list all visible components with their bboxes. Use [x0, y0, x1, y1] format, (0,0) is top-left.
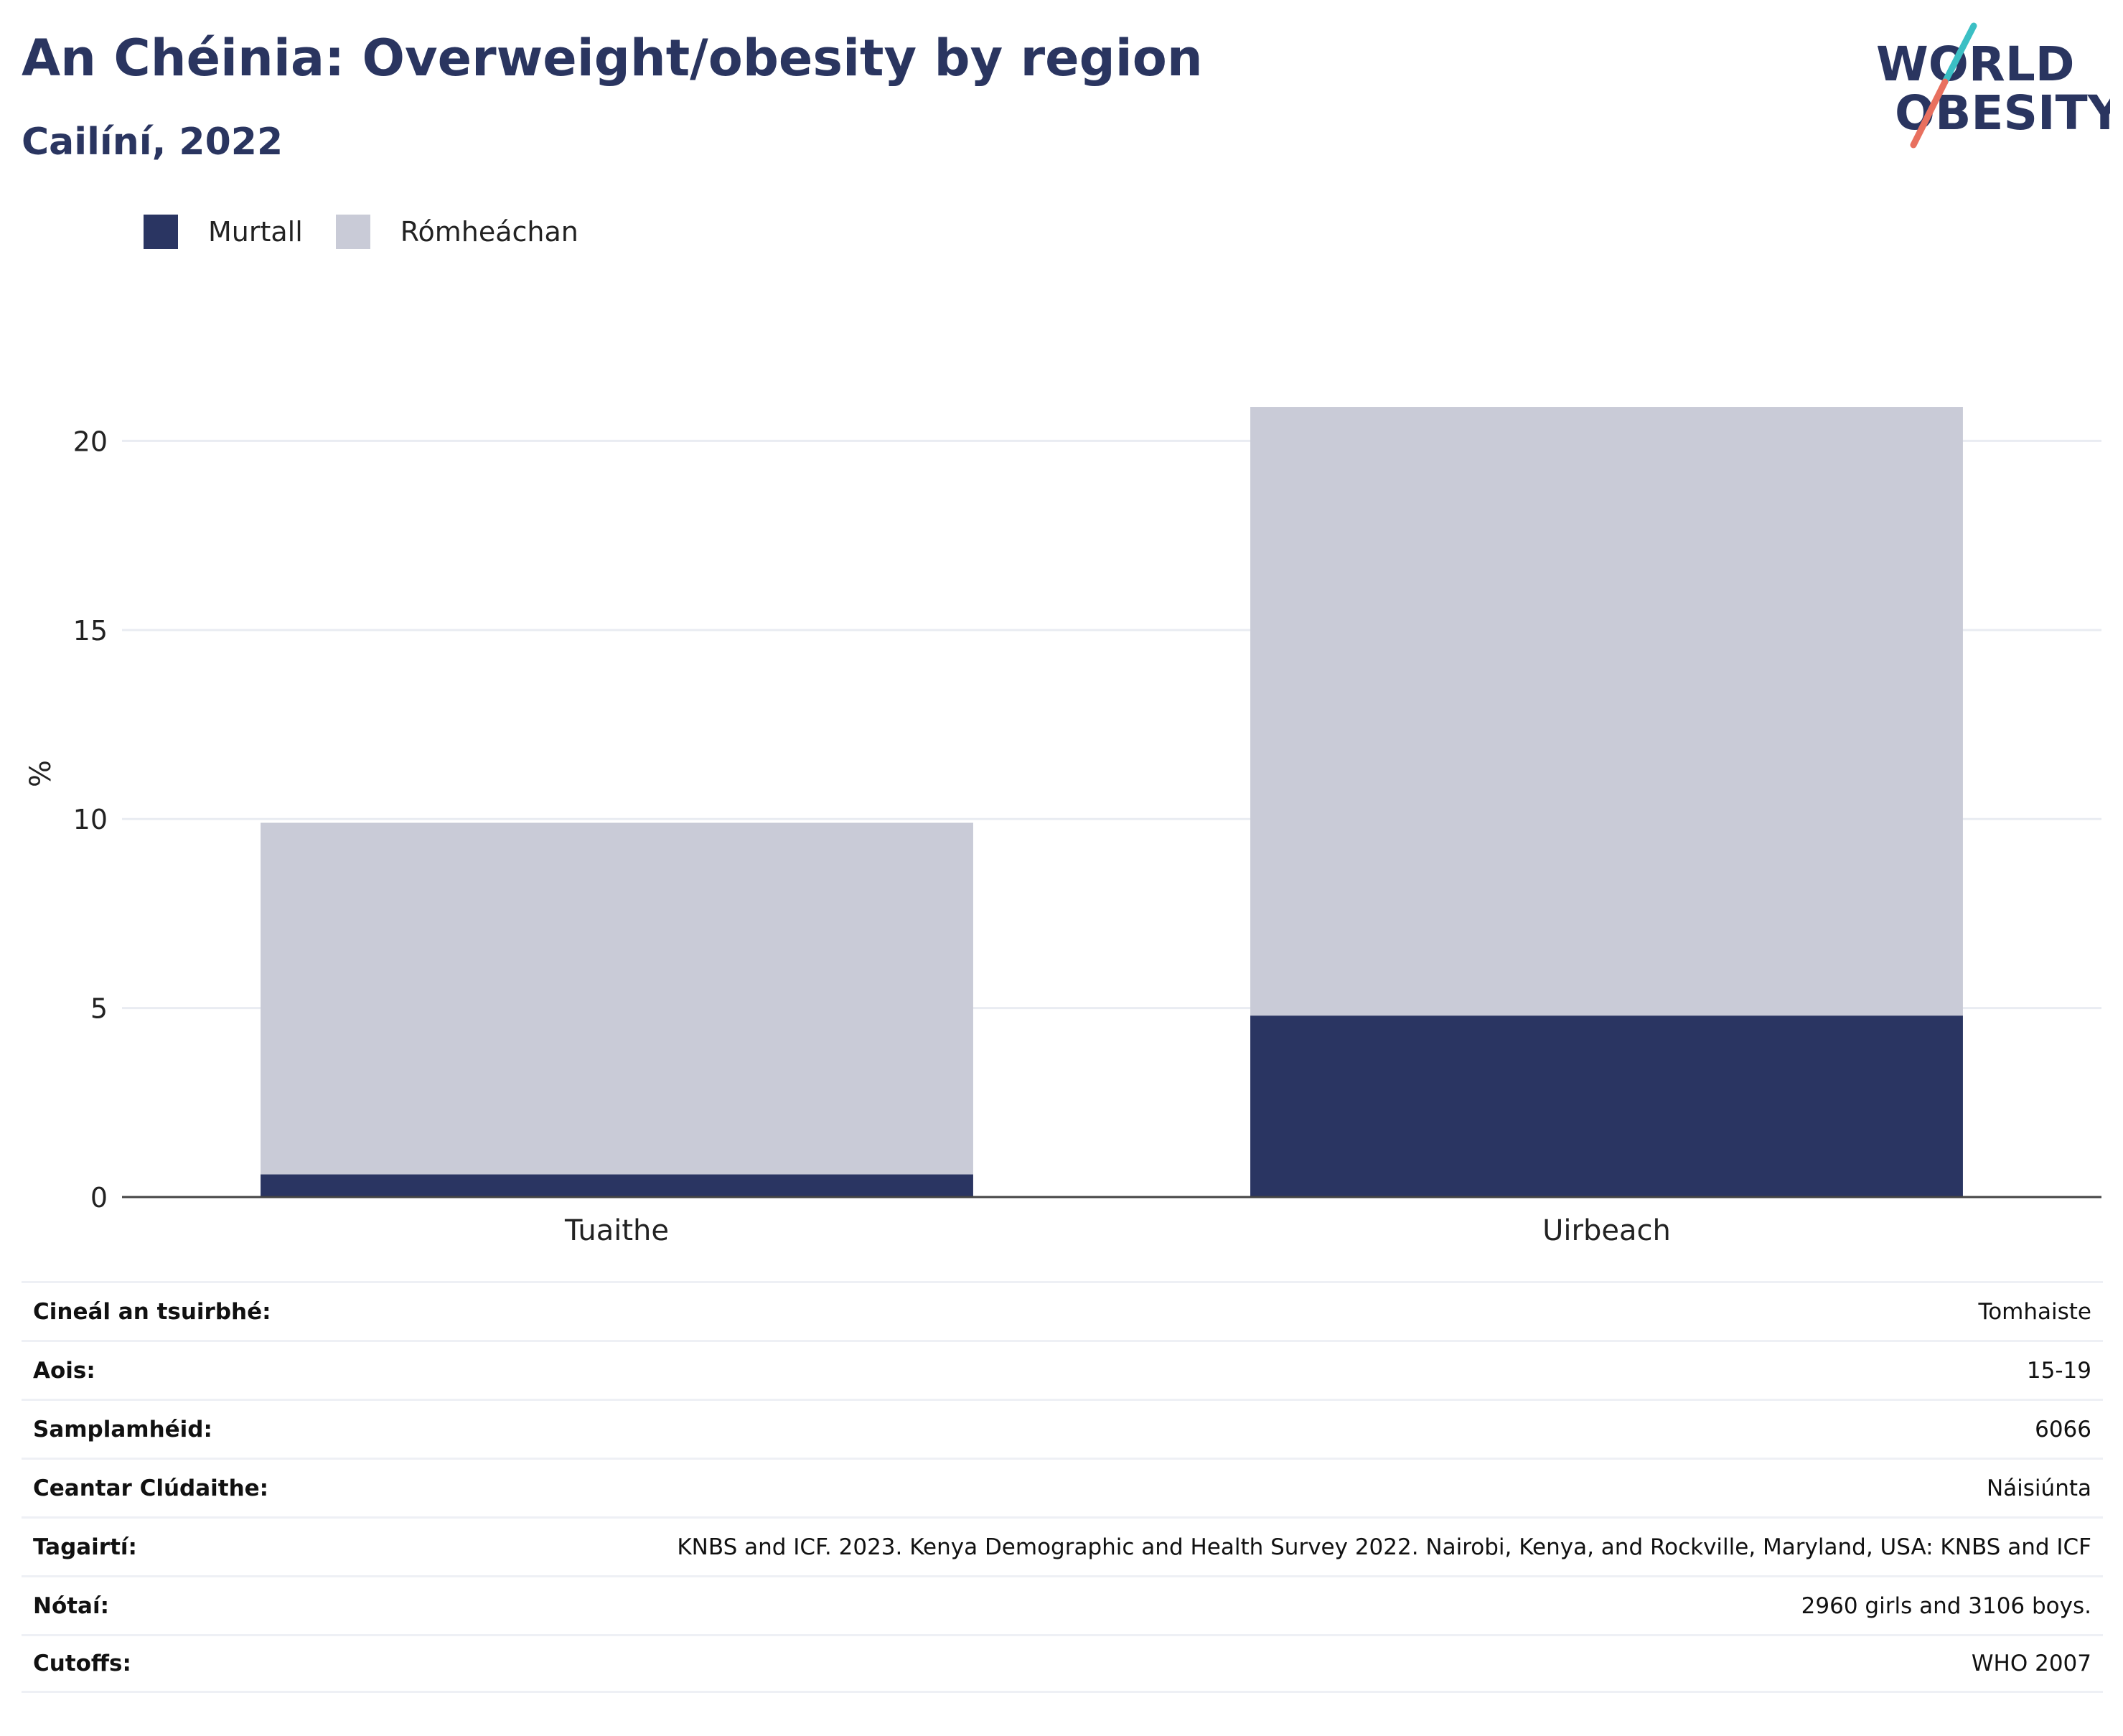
info-value: WHO 2007	[1971, 1651, 2091, 1676]
bar-chart: 0 5 10 15 20% Tuaithe Uirbeach	[24, 407, 2101, 1247]
info-key: Nótaí:	[33, 1592, 110, 1619]
y-tick-label: 20	[73, 426, 108, 457]
bar-romheachan-1	[1250, 407, 1963, 1016]
legend-swatch-romheachan	[335, 215, 370, 249]
info-row-references: Tagairtí: KNBS and ICF. 2023. Kenya Demo…	[22, 1516, 2103, 1575]
legend-item-romheachan[interactable]: Rómheáchan	[335, 215, 578, 249]
legend-label-romheachan: Rómheáchan	[400, 216, 578, 248]
survey-info-table: Cineál an tsuirbhé: Tomhaiste Aois: 15-1…	[22, 1281, 2103, 1693]
legend-label-murtall: Murtall	[208, 216, 303, 248]
y-tick-label: 10	[73, 804, 108, 835]
y-tick-label: 0	[90, 1182, 108, 1214]
info-key: Cineál an tsuirbhé:	[33, 1298, 271, 1325]
info-key: Tagairtí:	[33, 1534, 137, 1560]
y-axis-label: %	[24, 760, 57, 787]
info-row-notes: Nótaí: 2960 girls and 3106 boys.	[22, 1575, 2103, 1634]
legend-swatch-murtall	[144, 215, 178, 249]
chart-legend: Murtall Rómheáchan	[144, 214, 611, 250]
logo-slash-teal	[1941, 22, 1977, 85]
info-row-sample-size: Samplamhéid: 6066	[22, 1399, 2103, 1458]
x-tick-label: Uirbeach	[1542, 1214, 1671, 1247]
chart-subtitle: Cailíní, 2022	[22, 121, 283, 164]
info-row-area-covered: Ceantar Clúdaithe: Náisiúnta	[22, 1458, 2103, 1516]
info-row-cutoffs: Cutoffs: WHO 2007	[22, 1634, 2103, 1693]
info-value: 2960 girls and 3106 boys.	[1801, 1592, 2091, 1619]
info-value: Tomhaiste	[1978, 1298, 2091, 1325]
info-row-age: Aois: 15-19	[22, 1340, 2103, 1399]
x-tick-label: Tuaithe	[564, 1214, 669, 1247]
info-key: Ceantar Clúdaithe:	[33, 1475, 269, 1501]
info-value: Náisiúnta	[1986, 1475, 2091, 1501]
info-key: Cutoffs:	[33, 1651, 131, 1676]
world-obesity-logo: WORLD OBESITY	[1876, 22, 2110, 149]
y-tick-label: 15	[73, 615, 108, 647]
info-value: 6066	[2035, 1416, 2091, 1442]
info-row-survey-type: Cineál an tsuirbhé: Tomhaiste	[22, 1281, 2103, 1340]
bar-murtall-1	[1250, 1015, 1963, 1197]
chart-title: An Chéinia: Overweight/obesity by region	[22, 29, 1203, 88]
bar-murtall-0	[261, 1174, 973, 1197]
logo-slash-coral	[1910, 78, 1949, 149]
info-key: Aois:	[33, 1357, 95, 1384]
y-tick-label: 5	[90, 993, 108, 1025]
logo-line-world: WORLD	[1876, 37, 2075, 92]
info-value: 15-19	[2026, 1357, 2091, 1384]
bar-romheachan-0	[261, 822, 973, 1175]
info-key: Samplamhéid:	[33, 1416, 212, 1442]
legend-item-murtall[interactable]: Murtall	[144, 215, 303, 249]
info-value: KNBS and ICF. 2023. Kenya Demographic an…	[677, 1534, 2091, 1560]
